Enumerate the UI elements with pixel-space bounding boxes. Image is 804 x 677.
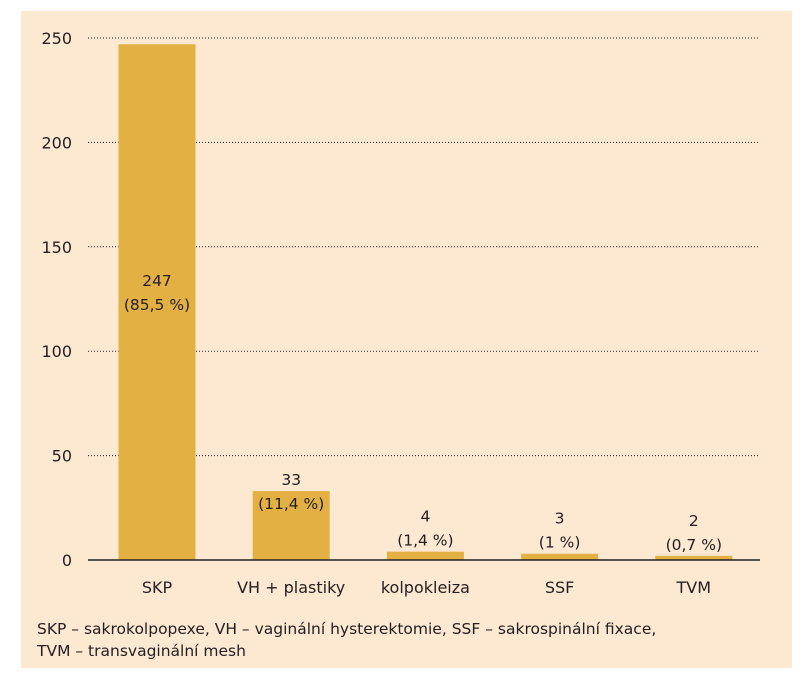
- y-tick-label: 100: [41, 342, 72, 361]
- bar-4: [655, 555, 733, 560]
- bar-2: [386, 551, 464, 560]
- data-label-count: 4: [420, 508, 430, 526]
- data-label-count: 3: [555, 510, 565, 528]
- x-category-label: SSF: [545, 578, 575, 597]
- x-category-label: TVM: [676, 578, 712, 597]
- data-label-percent: (1,4 %): [397, 532, 453, 550]
- x-category-label: kolpokleiza: [381, 578, 470, 597]
- x-category-label: SKP: [142, 578, 173, 597]
- footnote-line-1: SKP – sakrokolpopexe, VH – vaginální hys…: [37, 620, 657, 638]
- x-axis-categories: SKP VH + plastiky kolpokleiza SSF TVM: [142, 578, 711, 597]
- gridlines: [88, 37, 760, 457]
- bar-1: [252, 491, 330, 560]
- y-tick-label: 150: [41, 238, 72, 257]
- data-label-count: 2: [689, 512, 699, 530]
- y-tick-label: 0: [62, 551, 72, 570]
- data-label-percent: (1 %): [539, 534, 581, 552]
- data-label-percent: (85,5 %): [124, 296, 190, 314]
- y-tick-label: 250: [41, 29, 72, 48]
- footnote-line-2: TVM – transvaginální mesh: [37, 642, 246, 660]
- y-tick-label: 50: [52, 447, 72, 466]
- data-label-percent: (0,7 %): [666, 536, 722, 554]
- x-category-label: VH + plastiky: [237, 578, 345, 597]
- y-tick-label: 200: [41, 133, 72, 152]
- footnote: SKP – sakrokolpopexe, VH – vaginální hys…: [37, 618, 656, 662]
- data-labels: 247 (85,5 %) 33 (11,4 %) 4 (1,4 %) 3 (1 %) 2 (0,7…: [124, 272, 722, 554]
- data-label-count: 247: [142, 272, 172, 290]
- data-label-count: 33: [281, 471, 301, 489]
- bar-0: [118, 44, 196, 561]
- bar-3: [521, 553, 599, 560]
- data-label-percent: (11,4 %): [258, 495, 324, 513]
- bars: [118, 44, 733, 561]
- y-axis-ticks: 0 50 100 150 200 250: [41, 29, 72, 570]
